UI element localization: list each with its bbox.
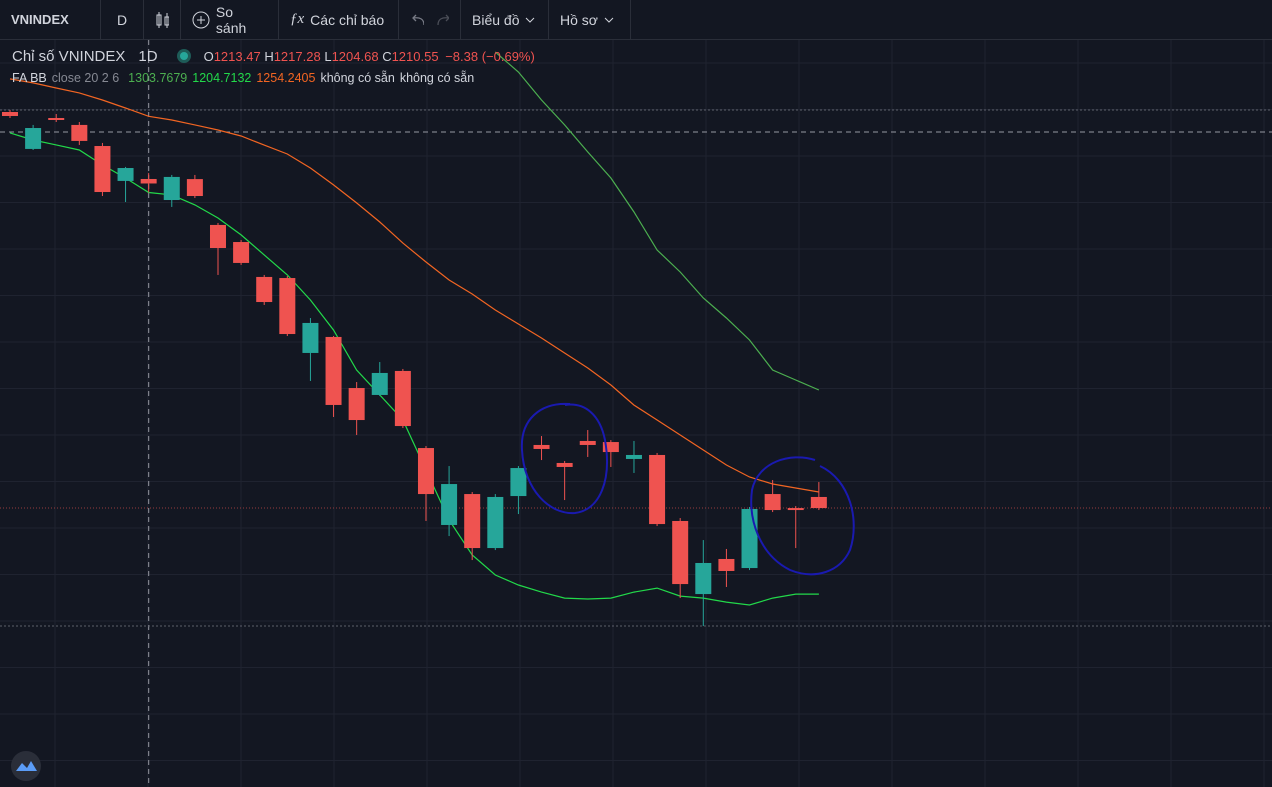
- icon-part: [192, 11, 210, 28]
- candle-body: [441, 484, 458, 525]
- candle-body: [394, 370, 411, 427]
- candle-body: [510, 468, 527, 497]
- candle-body: [371, 372, 388, 395]
- status-dot-core: [179, 52, 188, 60]
- candle-body: [417, 448, 434, 495]
- candle-body: [186, 179, 203, 197]
- candle-body: [556, 462, 573, 467]
- interval[interactable]: D: [101, 0, 144, 39]
- candle-body: [579, 440, 596, 445]
- candle-body: [256, 276, 273, 303]
- legend: Chỉ số VNINDEX 1D O1213.47 H1217.28 L120…: [12, 45, 535, 89]
- candle-body: [810, 496, 827, 509]
- candle-body: [672, 520, 689, 585]
- fx-icon: ƒx: [290, 11, 305, 27]
- icon-part: [604, 17, 614, 23]
- candle-body: [233, 242, 250, 263]
- candle-body: [71, 124, 88, 141]
- indicators-label[interactable]: Các chỉ báo: [310, 11, 385, 28]
- ohlc-label: L: [324, 48, 332, 64]
- candle-body: [695, 562, 712, 595]
- ohlc-value: 1217.28: [273, 48, 321, 64]
- icon-part: [526, 17, 535, 23]
- chart-interval: 1D: [138, 47, 158, 65]
- grid: [0, 40, 1272, 787]
- ohlc: O1213.47 H1217.28 L1204.68 C1210.55 −8.3…: [204, 49, 535, 64]
- indicator-value: không có sẵn: [399, 71, 475, 85]
- indicator-params: close 20 2 6: [51, 71, 120, 85]
- indicator-name: FA BB: [12, 71, 47, 85]
- candle-body: [209, 224, 226, 249]
- icon-part: [412, 14, 424, 25]
- ohlc-label: O: [203, 48, 214, 64]
- compare-label[interactable]: So sánh: [215, 3, 247, 36]
- change: −8.38 (−0.69%): [445, 48, 535, 64]
- chart-menu-label[interactable]: Biểu đồ: [472, 11, 520, 28]
- ohlc-label: H: [264, 48, 274, 64]
- candle-body: [464, 494, 481, 549]
- candle-body: [348, 388, 365, 421]
- candle-body: [302, 322, 319, 353]
- candle-icon: [156, 11, 169, 28]
- icon-part: [197, 15, 205, 24]
- chevron: [604, 17, 614, 23]
- chart-style[interactable]: [144, 0, 181, 39]
- symbol[interactable]: VNINDEX: [0, 0, 101, 39]
- candle-body: [117, 168, 134, 181]
- band-line: [9, 78, 820, 493]
- indicator-value: 1254.2405: [256, 71, 316, 85]
- indicator-value: 1303.7679: [128, 71, 188, 85]
- candle-body: [787, 508, 804, 511]
- profile-menu[interactable]: Hồ sơ: [549, 0, 631, 39]
- candle-body: [94, 146, 111, 193]
- candle-body: [279, 278, 296, 335]
- plot: [0, 51, 1272, 627]
- candle-body: [741, 508, 758, 569]
- legend-main: Chỉ số VNINDEX 1D O1213.47 H1217.28 L120…: [12, 45, 535, 67]
- icon-part: [436, 14, 449, 25]
- indicator-value: 1204.7132: [192, 71, 252, 85]
- candle-body: [163, 176, 180, 201]
- legend-indicator: FA BB close 20 2 6 1303.7679 1204.7132 1…: [12, 67, 535, 89]
- ohlc-value: 1204.68: [331, 48, 379, 64]
- band-line: [494, 51, 820, 391]
- indicators-button[interactable]: ƒx Các chỉ báo: [279, 0, 399, 39]
- candle-body: [2, 112, 18, 117]
- candle-body: [764, 494, 781, 511]
- chevron: [526, 17, 535, 23]
- logo[interactable]: [11, 751, 41, 781]
- candle-body: [533, 444, 550, 449]
- ohlc-label: C: [382, 48, 392, 64]
- candle-body: [325, 336, 342, 405]
- toolbar: VNINDEX D So sánh ƒx Các chỉ báo Biểu đồ…: [0, 0, 1272, 40]
- candle-body: [718, 558, 735, 571]
- plus-icon: [192, 11, 210, 28]
- candle-body: [649, 454, 666, 525]
- ohlc-value: 1213.47: [213, 48, 261, 64]
- redo-icon[interactable]: [436, 13, 450, 27]
- annotation-circle: [750, 456, 855, 576]
- candle-body: [48, 118, 65, 121]
- logo-circle[interactable]: [11, 751, 41, 781]
- chart-title: Chỉ số VNINDEX: [12, 47, 126, 65]
- logo-icon[interactable]: [16, 761, 37, 771]
- candle-body: [602, 442, 619, 453]
- ohlc-value: 1210.55: [391, 48, 439, 64]
- indicator-value: không có sẵn: [320, 71, 395, 85]
- compare-button[interactable]: So sánh: [181, 0, 279, 39]
- candle-body: [487, 496, 504, 549]
- candle-body: [140, 178, 157, 184]
- undo-redo: [399, 0, 461, 39]
- band-line: [9, 132, 819, 606]
- profile-menu-label[interactable]: Hồ sơ: [560, 11, 598, 28]
- undo-icon[interactable]: [410, 13, 424, 27]
- candle-body: [25, 128, 42, 149]
- chart-menu[interactable]: Biểu đồ: [461, 0, 549, 39]
- annotation-circle: [520, 402, 608, 515]
- status-dot: [176, 49, 191, 63]
- candle-body: [625, 454, 642, 459]
